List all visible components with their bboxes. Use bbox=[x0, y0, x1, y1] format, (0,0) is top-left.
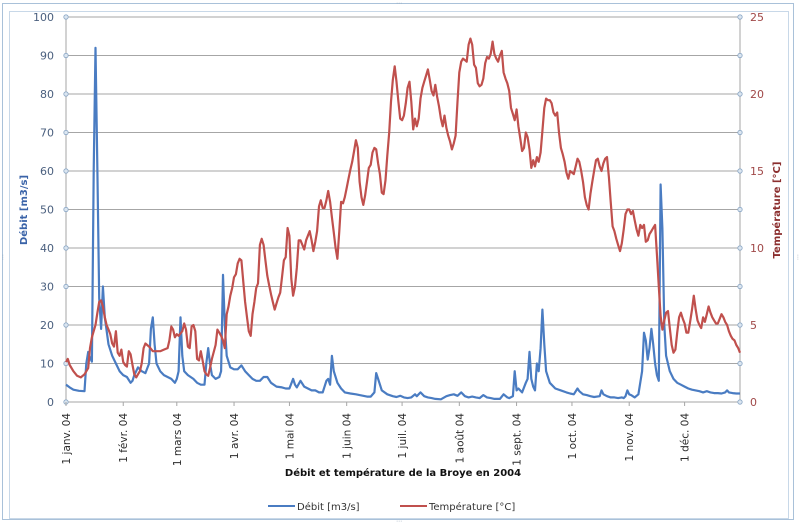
chart-title: Débit et température de la Broye en 2004 bbox=[285, 467, 521, 479]
legend-label-debit: Débit [m3/s] bbox=[297, 501, 360, 513]
chart-frame bbox=[2, 3, 794, 520]
right-tick-marker bbox=[737, 245, 743, 251]
left-tick-label: 50 bbox=[40, 204, 54, 217]
x-tick-label: 1 févr. 04 bbox=[118, 413, 130, 463]
right-tick-marker bbox=[737, 322, 743, 328]
left-tick-label: 30 bbox=[40, 281, 54, 294]
right-axis-ticks: 0 5 10 15 20 25 bbox=[737, 11, 764, 409]
x-tick-label: 1 sept. 04 bbox=[512, 413, 524, 466]
right-tick-label: 20 bbox=[750, 88, 764, 101]
left-tick-marker bbox=[63, 283, 69, 290]
left-tick-label: 90 bbox=[40, 50, 54, 63]
right-tick-label: 0 bbox=[750, 396, 757, 409]
resize-handle-top-icon[interactable]: ⋯ bbox=[396, 0, 402, 7]
x-tick-label: 1 oct. 04 bbox=[567, 413, 579, 460]
x-tick-label: 1 nov. 04 bbox=[624, 413, 636, 462]
left-tick-marker bbox=[63, 206, 69, 213]
right-tick-marker bbox=[737, 129, 743, 136]
x-tick-label: 1 avr. 04 bbox=[229, 413, 241, 459]
x-tick-label: 1 mai 04 bbox=[284, 413, 296, 460]
left-tick-marker bbox=[63, 52, 69, 59]
left-tick-marker bbox=[63, 129, 69, 136]
left-tick-label: 60 bbox=[40, 165, 54, 178]
left-axis-title: Débit [m3/s] bbox=[18, 175, 30, 245]
left-tick-label: 70 bbox=[40, 127, 54, 140]
legend-label-temperature: Température [°C] bbox=[428, 501, 515, 513]
left-tick-label: 80 bbox=[40, 88, 54, 101]
left-tick-marker bbox=[63, 91, 69, 97]
series-line-debit bbox=[65, 46, 740, 401]
x-tick-label: 1 août 04 bbox=[454, 413, 466, 464]
right-tick-marker bbox=[737, 168, 743, 174]
right-tick-marker bbox=[737, 91, 743, 97]
right-tick-marker bbox=[737, 360, 743, 367]
series-lines bbox=[65, 37, 742, 401]
resize-handle-left-icon[interactable]: ⋮ bbox=[0, 254, 6, 261]
left-tick-label: 0 bbox=[47, 396, 54, 409]
x-tick-label: 1 déc. 04 bbox=[680, 413, 692, 462]
left-tick-marker bbox=[63, 168, 69, 174]
left-tick-label: 40 bbox=[40, 242, 54, 255]
left-tick-label: 100 bbox=[33, 11, 54, 24]
right-tick-marker bbox=[737, 14, 743, 20]
x-tick-label: 1 juil. 04 bbox=[397, 413, 409, 459]
x-tick-label: 1 janv. 04 bbox=[61, 413, 73, 465]
left-tick-marker bbox=[63, 322, 69, 328]
right-tick-marker bbox=[737, 52, 743, 59]
right-tick-label: 15 bbox=[750, 165, 764, 178]
left-tick-marker bbox=[63, 245, 69, 251]
right-tick-marker bbox=[737, 399, 743, 405]
chart-area-border bbox=[9, 11, 789, 519]
legend: Débit [m3/s] Température [°C] bbox=[268, 501, 515, 513]
left-tick-marker bbox=[63, 14, 69, 20]
left-tick-label: 10 bbox=[40, 358, 54, 371]
left-tick-label: 20 bbox=[40, 319, 54, 332]
resize-handle-bottom-icon[interactable]: ⋯ bbox=[396, 518, 402, 525]
right-tick-marker bbox=[737, 283, 743, 290]
gridlines bbox=[66, 16, 740, 364]
x-tick-label: 1 mars 04 bbox=[172, 413, 184, 466]
series-line-temperature bbox=[65, 37, 742, 379]
left-axis-ticks: 0 10 20 30 40 50 60 70 80 90 100 bbox=[33, 11, 69, 409]
right-tick-label: 25 bbox=[750, 11, 764, 24]
x-tick-label: 1 juin 04 bbox=[342, 413, 354, 459]
right-axis-title: Température [°C] bbox=[771, 162, 783, 259]
right-tick-label: 10 bbox=[750, 242, 764, 255]
right-tick-label: 5 bbox=[750, 319, 757, 332]
right-tick-marker bbox=[737, 206, 743, 213]
resize-handle-right-icon[interactable]: ⋮ bbox=[795, 254, 800, 261]
x-axis-ticks: 1 janv. 04 1 févr. 04 1 mars 04 1 avr. 04 1 … bbox=[61, 402, 692, 466]
